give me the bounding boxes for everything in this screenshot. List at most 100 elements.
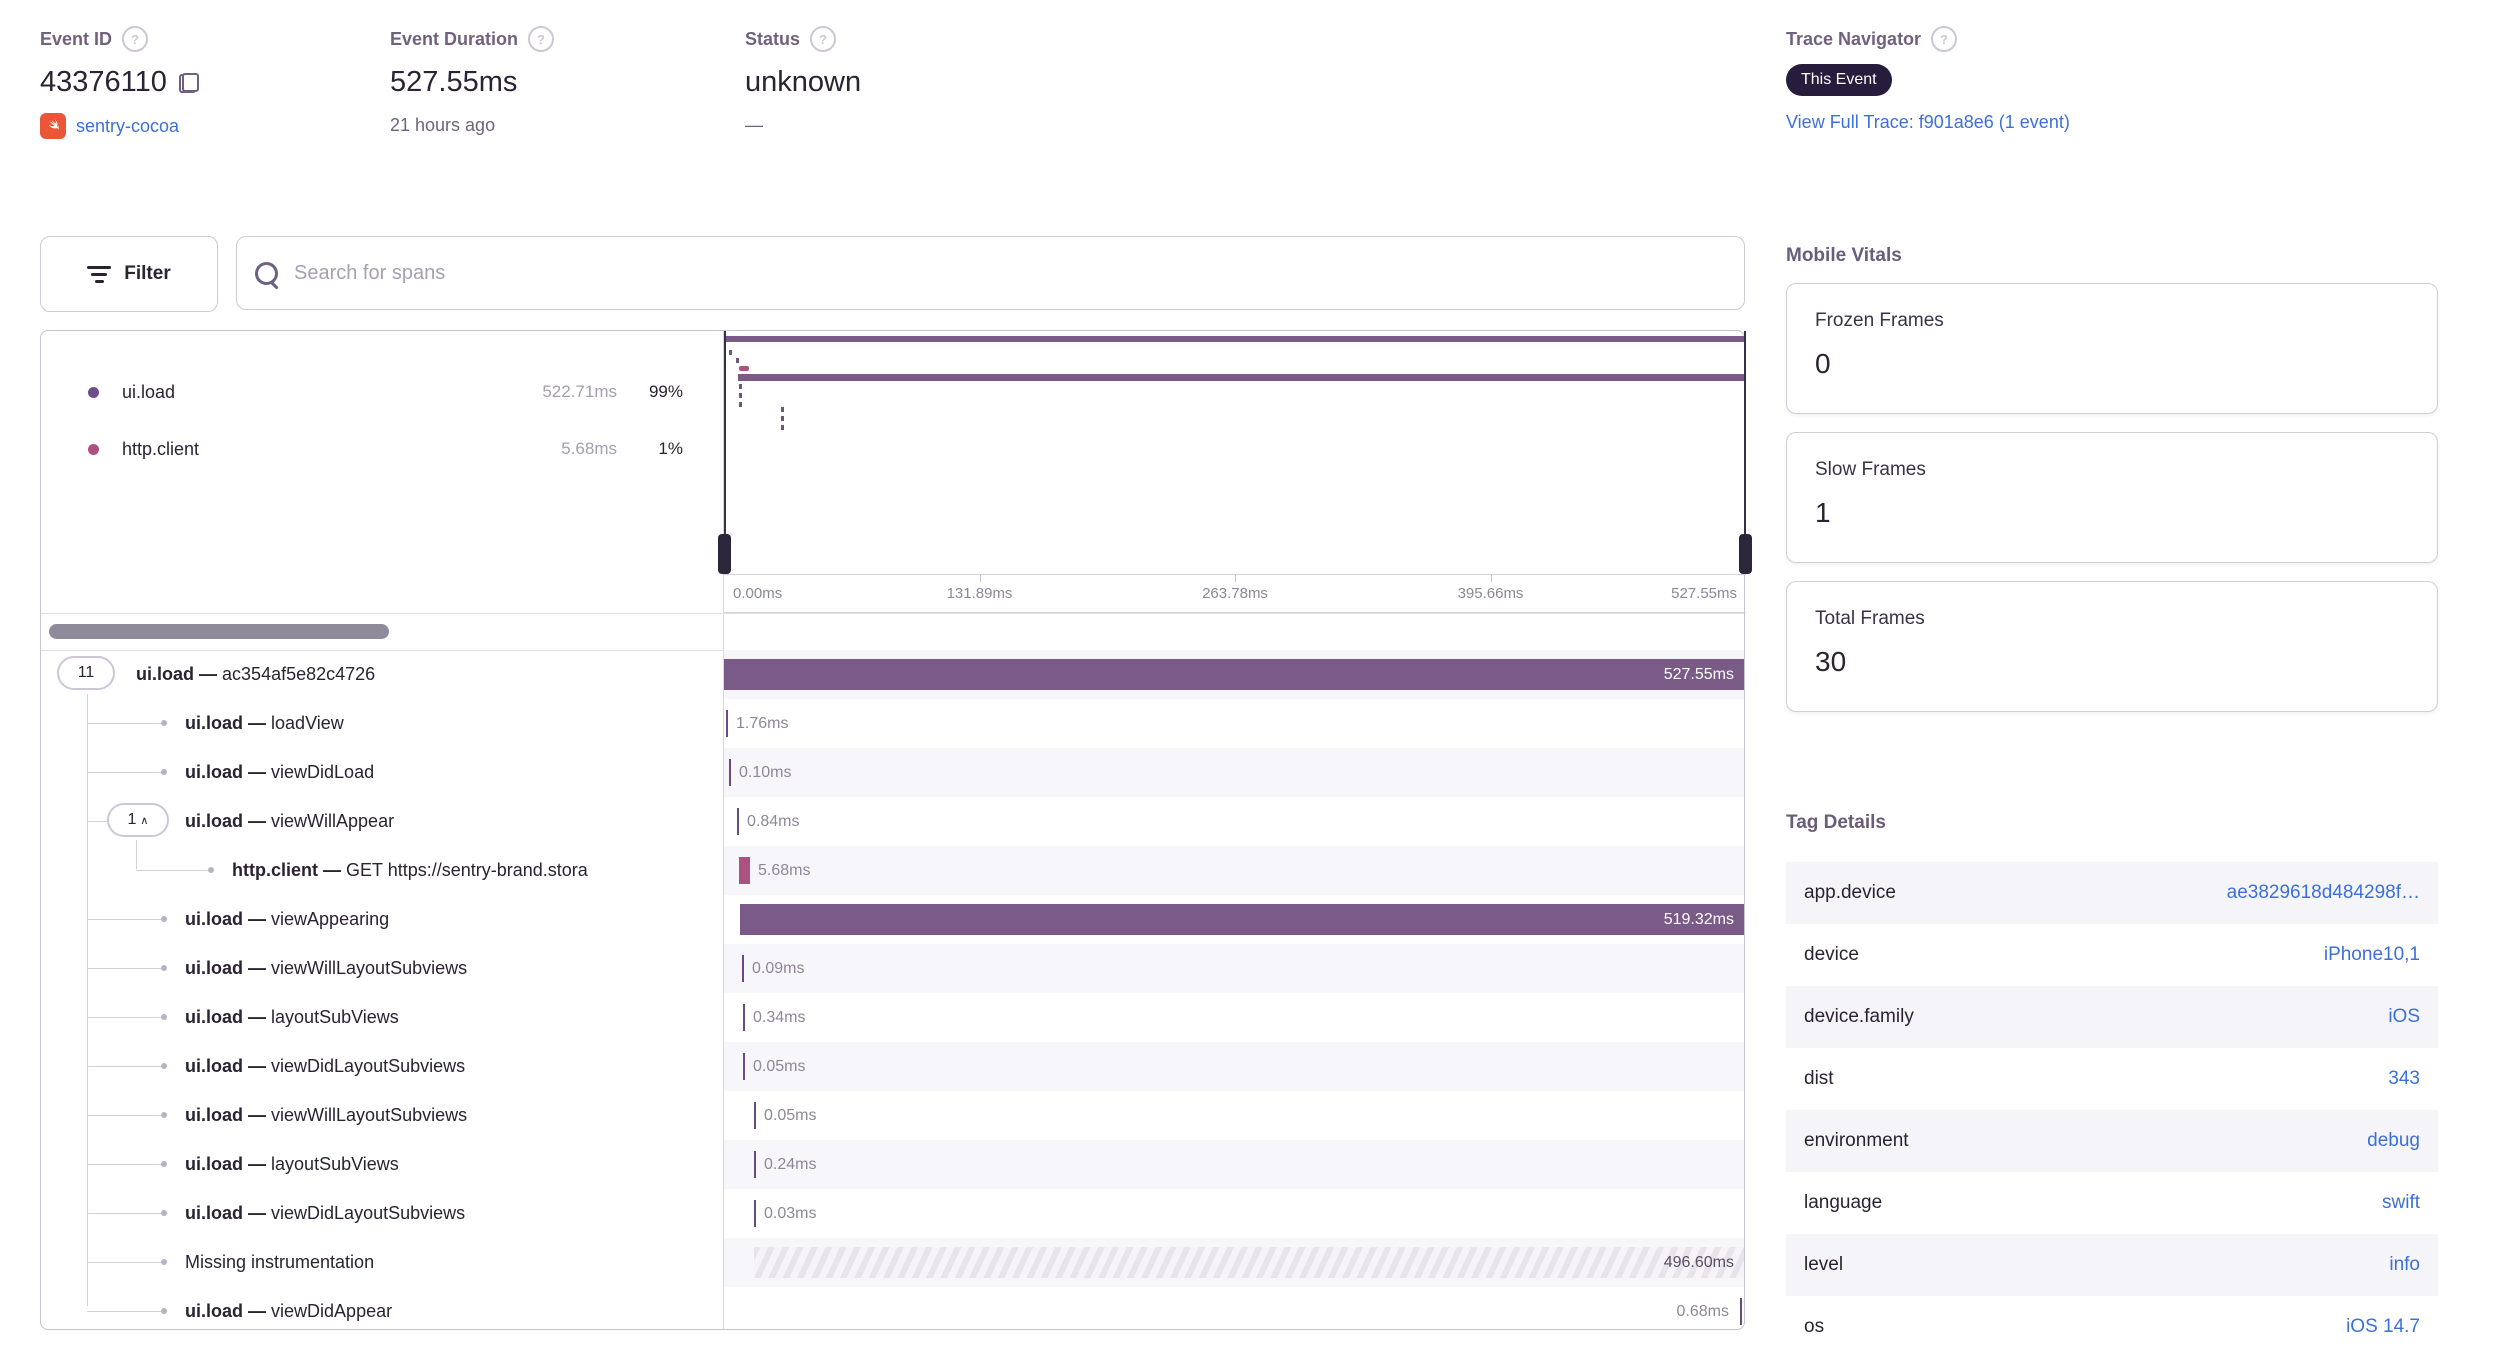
span-bar-cell[interactable]: 519.32ms (724, 895, 1744, 944)
span-tree-item[interactable]: ui.load — viewDidLayoutSubviews (41, 1042, 723, 1091)
tag-row: device.family iOS (1786, 986, 2438, 1048)
trace-navigator-help-icon[interactable]: ? (1931, 26, 1958, 52)
swift-icon (40, 113, 66, 139)
tag-key: os (1804, 1316, 1825, 1337)
tag-key: dist (1804, 1068, 1834, 1089)
tag-value-link[interactable]: 343 (2388, 1068, 2420, 1089)
span-bar-cell[interactable]: 0.68ms (724, 1287, 1744, 1330)
minimap-dash (781, 416, 784, 421)
tag-value-link[interactable]: iPhone10,1 (2323, 944, 2420, 965)
span-bar: 527.55ms (724, 659, 1744, 690)
trace-minimap[interactable] (718, 331, 1752, 574)
span-bar-cell[interactable]: 0.34ms (724, 993, 1744, 1042)
span-tree-item[interactable]: 11 ui.load — ac354af5e82c4726 (41, 650, 723, 699)
tag-value-link[interactable]: info (2389, 1254, 2420, 1275)
search-icon (255, 261, 278, 285)
vital-value: 30 (1815, 646, 1847, 677)
tag-value-link[interactable]: iOS 14.7 (2346, 1316, 2420, 1337)
span-tick (743, 1004, 745, 1031)
span-tree-item[interactable]: ui.load — loadView (41, 699, 723, 748)
vital-card-total-frames: Total Frames 30 (1786, 581, 2438, 712)
span-bar-cell[interactable]: 0.10ms (724, 748, 1744, 797)
span-tree-item-missing-instrumentation[interactable]: Missing instrumentation (41, 1238, 723, 1287)
event-duration-help-icon[interactable]: ? (528, 26, 555, 52)
view-full-trace-link[interactable]: View Full Trace: f901a8e6 (1 event) (1786, 112, 2070, 132)
legend-item-ui-load[interactable]: ui.load 522.71ms 99% (41, 363, 721, 421)
span-row: Missing instrumentation 496.60ms (41, 1238, 1744, 1287)
span-bar-cell[interactable]: 5.68ms (724, 846, 1744, 895)
span-collapse-pill[interactable]: 1 ∧ (107, 803, 169, 837)
minimap-left-edge (724, 331, 726, 574)
status-help-icon[interactable]: ? (810, 26, 837, 52)
span-count-pill[interactable]: 11 (57, 656, 115, 690)
span-tick (726, 710, 728, 737)
tag-value-link[interactable]: debug (2367, 1130, 2420, 1151)
span-tree-item[interactable]: ui.load — layoutSubViews (41, 1140, 723, 1189)
span-row: 11 ui.load — ac354af5e82c4726 527.55ms (41, 650, 1744, 699)
span-bar: 519.32ms (740, 904, 1744, 935)
filter-button[interactable]: Filter (40, 236, 218, 312)
span-bar-cell[interactable]: 0.05ms (724, 1042, 1744, 1091)
span-tree-item[interactable]: http.client — GET https://sentry-brand.s… (41, 846, 723, 895)
span-tree-item[interactable]: ui.load — viewDidLayoutSubviews (41, 1189, 723, 1238)
tag-details-title: Tag Details (1786, 812, 1886, 833)
event-id-help-icon[interactable]: ? (122, 26, 149, 52)
span-bar-cell[interactable]: 496.60ms (724, 1238, 1744, 1287)
tag-row: os iOS 14.7 (1786, 1296, 2438, 1358)
minimap-left-handle[interactable] (718, 534, 731, 574)
vital-value: 0 (1815, 348, 1831, 379)
tag-value-link[interactable]: iOS (2388, 1006, 2420, 1027)
span-tree-item[interactable]: ui.load — viewWillLayoutSubviews (41, 944, 723, 993)
minimap-dash (781, 425, 784, 430)
minimap-span-mark (736, 358, 739, 363)
tag-key: environment (1804, 1130, 1909, 1151)
span-tick (743, 1053, 745, 1080)
span-bar-cell[interactable]: 0.24ms (724, 1140, 1744, 1189)
mobile-vitals-title: Mobile Vitals (1786, 245, 1902, 266)
vital-card-slow-frames: Slow Frames 1 (1786, 432, 2438, 563)
span-tree-item[interactable]: 1 ∧ ui.load — viewWillAppear (41, 797, 723, 846)
minimap-right-handle[interactable] (1739, 534, 1752, 574)
span-tick (742, 955, 744, 982)
tag-row: language swift (1786, 1172, 2438, 1234)
trace-navigator-section: Trace Navigator ? This Event View Full T… (1786, 26, 2070, 133)
copy-icon[interactable] (178, 72, 199, 93)
minimap-http-span (739, 366, 749, 371)
tag-key: language (1804, 1192, 1883, 1213)
missing-instrumentation-bar: 496.60ms (754, 1247, 1744, 1278)
span-tree-item[interactable]: ui.load — viewDidAppear (41, 1287, 723, 1330)
legend-duration: 522.71ms (542, 382, 617, 401)
span-row: ui.load — loadView 1.76ms (41, 699, 1744, 748)
span-bar-cell[interactable]: 0.03ms (724, 1189, 1744, 1238)
span-tree-item[interactable]: ui.load — viewDidLoad (41, 748, 723, 797)
panel-divider (723, 331, 724, 1329)
tag-key: device (1804, 944, 1859, 965)
legend-item-http-client[interactable]: http.client 5.68ms 1% (41, 420, 721, 478)
span-tick (754, 1151, 756, 1178)
event-id-section: Event ID ? 43376110 sentry-cocoa (40, 26, 199, 139)
span-row: ui.load — viewDidLayoutSubviews 0.05ms (41, 1042, 1744, 1091)
tag-row: dist 343 (1786, 1048, 2438, 1110)
event-age: 21 hours ago (390, 115, 496, 135)
event-duration-label: Event Duration (390, 28, 519, 49)
http-client-dot-icon (88, 443, 99, 455)
tree-scrollbar-thumb[interactable] (49, 624, 389, 639)
search-input[interactable] (292, 260, 1726, 286)
span-bar-cell[interactable]: 0.84ms (724, 797, 1744, 846)
span-tree-item[interactable]: ui.load — viewWillLayoutSubviews (41, 1091, 723, 1140)
minimap-view-appearing-span (738, 374, 1746, 381)
project-link[interactable]: sentry-cocoa (76, 115, 180, 136)
span-bar-cell[interactable]: 1.76ms (724, 699, 1744, 748)
span-bar-cell[interactable]: 0.05ms (724, 1091, 1744, 1140)
span-tick (754, 1102, 756, 1129)
tag-key: level (1804, 1254, 1844, 1275)
span-bar-cell[interactable]: 527.55ms (724, 650, 1744, 699)
vital-label: Frozen Frames (1815, 310, 1944, 331)
tag-value-link[interactable]: swift (2382, 1192, 2420, 1213)
span-bar-cell[interactable]: 0.09ms (724, 944, 1744, 993)
tag-value-link[interactable]: ae3829618d484298f… (2226, 882, 2420, 903)
span-tree-item[interactable]: ui.load — layoutSubViews (41, 993, 723, 1042)
status-sub: — (745, 115, 763, 135)
span-tree-item[interactable]: ui.load — viewAppearing (41, 895, 723, 944)
